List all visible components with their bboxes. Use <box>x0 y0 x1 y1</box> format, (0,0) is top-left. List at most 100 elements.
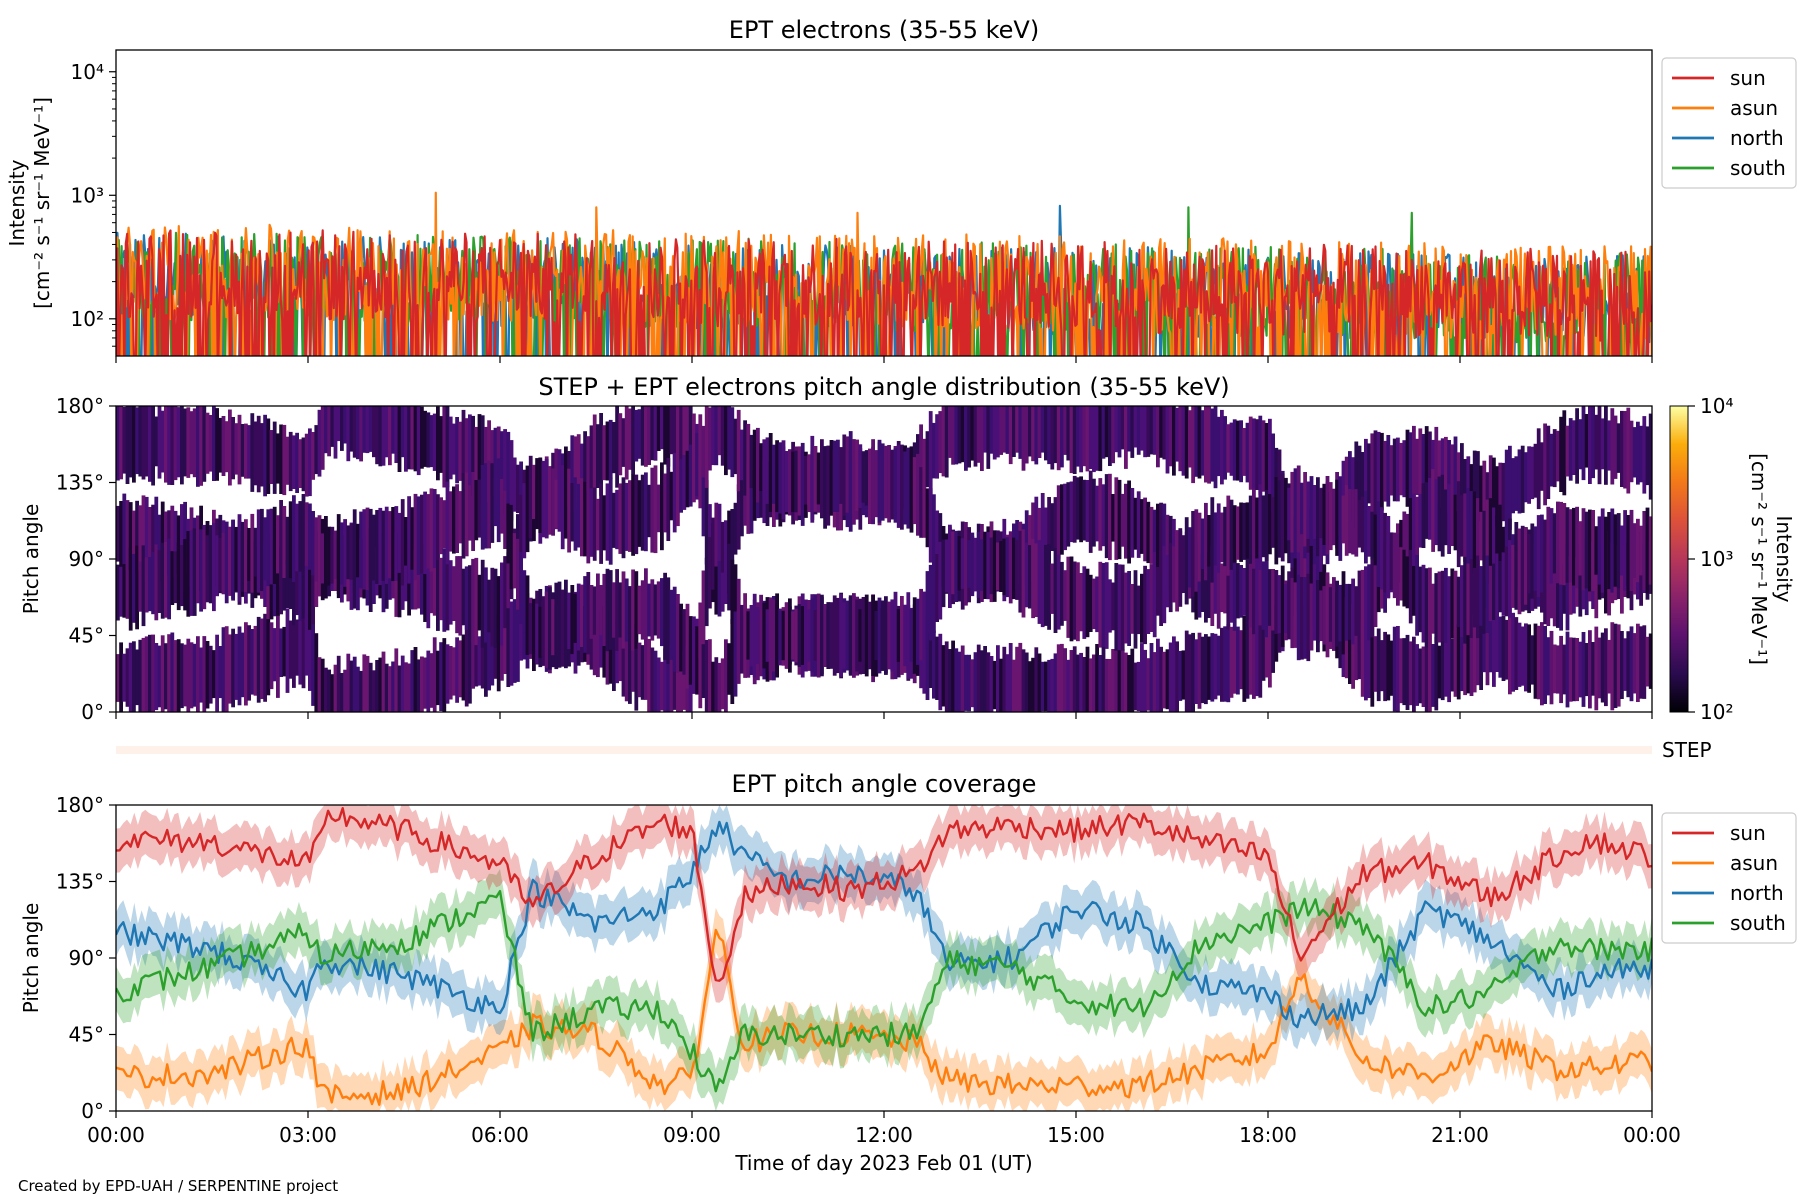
heatmap-cell <box>1332 488 1336 546</box>
heatmap-cell <box>1056 485 1061 559</box>
heatmap-cell <box>538 457 543 533</box>
heatmap-cell <box>288 431 293 492</box>
panel3-ytick-label: 90° <box>69 946 104 970</box>
heatmap-cell <box>237 626 242 706</box>
heatmap-cell <box>413 406 418 472</box>
heatmap-cell <box>436 406 440 481</box>
heatmap-cell <box>1380 640 1384 692</box>
heatmap-cell <box>1236 420 1240 481</box>
heatmap-cell <box>455 484 459 553</box>
heatmap-cell <box>1360 452 1365 501</box>
heatmap-cell <box>1639 425 1643 483</box>
heatmap-cell <box>1264 489 1269 561</box>
heatmap-cell <box>948 524 952 601</box>
heatmap-cell <box>343 519 347 587</box>
heatmap-cell <box>423 657 427 709</box>
heatmap-cell <box>1584 414 1589 468</box>
heatmap-cell <box>1140 573 1144 643</box>
heatmap-cell <box>1450 495 1455 546</box>
heatmap-cell <box>1018 642 1023 712</box>
heatmap-cell <box>330 526 335 584</box>
heatmap-cell <box>1229 499 1234 570</box>
heatmap-cell <box>519 494 523 571</box>
heatmap-cell <box>970 532 975 597</box>
heatmap-cell <box>823 604 827 667</box>
heatmap-cell <box>1348 583 1352 640</box>
heatmap-cell <box>724 406 728 476</box>
heatmap-cell <box>189 530 194 616</box>
heatmap-cell <box>1498 462 1503 526</box>
heatmap-cell <box>720 539 725 612</box>
heatmap-cell <box>1597 637 1602 699</box>
heatmap-cell <box>1639 626 1643 699</box>
panel1-title: EPT electrons (35-55 keV) <box>729 16 1039 44</box>
heatmap-cell <box>1434 637 1439 711</box>
heatmap-cell <box>279 500 283 587</box>
heatmap-cell <box>1085 406 1090 472</box>
heatmap-cell <box>1373 430 1378 515</box>
heatmap-cell <box>1124 652 1128 712</box>
heatmap-cell <box>1252 553 1256 635</box>
heatmap-cell <box>122 407 127 474</box>
heatmap-cell <box>183 539 187 611</box>
heatmap-cell <box>231 628 235 708</box>
heatmap-cell <box>804 455 808 505</box>
panel1-ytick-label: 10⁴ <box>71 60 104 84</box>
heatmap-cell <box>685 406 690 471</box>
heatmap-cell <box>1008 643 1013 712</box>
heatmap-cell <box>1386 435 1391 507</box>
heatmap-cell <box>519 611 523 661</box>
heatmap-cell <box>263 613 267 702</box>
heatmap-cell <box>733 611 738 697</box>
heatmap-cell <box>282 626 287 677</box>
heatmap-cell <box>621 617 626 697</box>
heatmap-cell <box>493 568 498 648</box>
panel2-x-ticks <box>115 712 1653 719</box>
panel1-series-group <box>116 191 1652 356</box>
heatmap-cell <box>890 599 895 672</box>
heatmap-cell <box>1431 469 1435 552</box>
heatmap-cell <box>935 554 939 622</box>
heatmap-cell <box>340 522 344 585</box>
heatmap-cell <box>1037 507 1042 567</box>
heatmap-cell <box>1104 562 1109 649</box>
heatmap-cell <box>535 458 539 529</box>
heatmap-cell <box>794 450 799 513</box>
heatmap-cell <box>1277 575 1282 634</box>
heatmap-cell <box>1418 648 1423 704</box>
panel1-ylabel: Intensity <box>5 159 29 246</box>
heatmap-cell <box>951 406 955 465</box>
heatmap-cell <box>320 533 325 584</box>
heatmap-cell <box>1367 443 1371 504</box>
heatmap-cell <box>416 406 421 476</box>
heatmap-cell <box>381 510 386 581</box>
panel1-x-ticks <box>115 356 1653 363</box>
panel3-legend-box <box>1661 812 1797 944</box>
heatmap-cell <box>1117 649 1122 712</box>
heatmap-cell <box>1248 619 1253 695</box>
heatmap-cell <box>1453 630 1458 697</box>
heatmap-cell <box>1380 432 1384 511</box>
heatmap-cell <box>932 630 936 699</box>
heatmap-cell <box>749 605 754 667</box>
heatmap-cell <box>1565 631 1570 708</box>
heatmap-cell <box>948 649 952 712</box>
heatmap-cell <box>372 406 376 458</box>
heatmap-cell <box>429 558 434 614</box>
heatmap-cell <box>157 514 162 568</box>
heatmap-cell <box>1469 491 1474 571</box>
heatmap-cell <box>954 648 959 712</box>
heatmap-cell <box>1117 406 1122 458</box>
heatmap-cell <box>1258 611 1263 698</box>
heatmap-cell <box>1498 504 1503 593</box>
heatmap-cell <box>426 494 431 569</box>
heatmap-cell <box>128 642 133 712</box>
heatmap-cell <box>1120 406 1125 450</box>
panel-pad: STEP + EPT electrons pitch angle distrib… <box>19 373 1796 762</box>
heatmap-cell <box>496 614 501 692</box>
heatmap-cell <box>1514 538 1519 610</box>
heatmap-cell <box>324 667 328 712</box>
